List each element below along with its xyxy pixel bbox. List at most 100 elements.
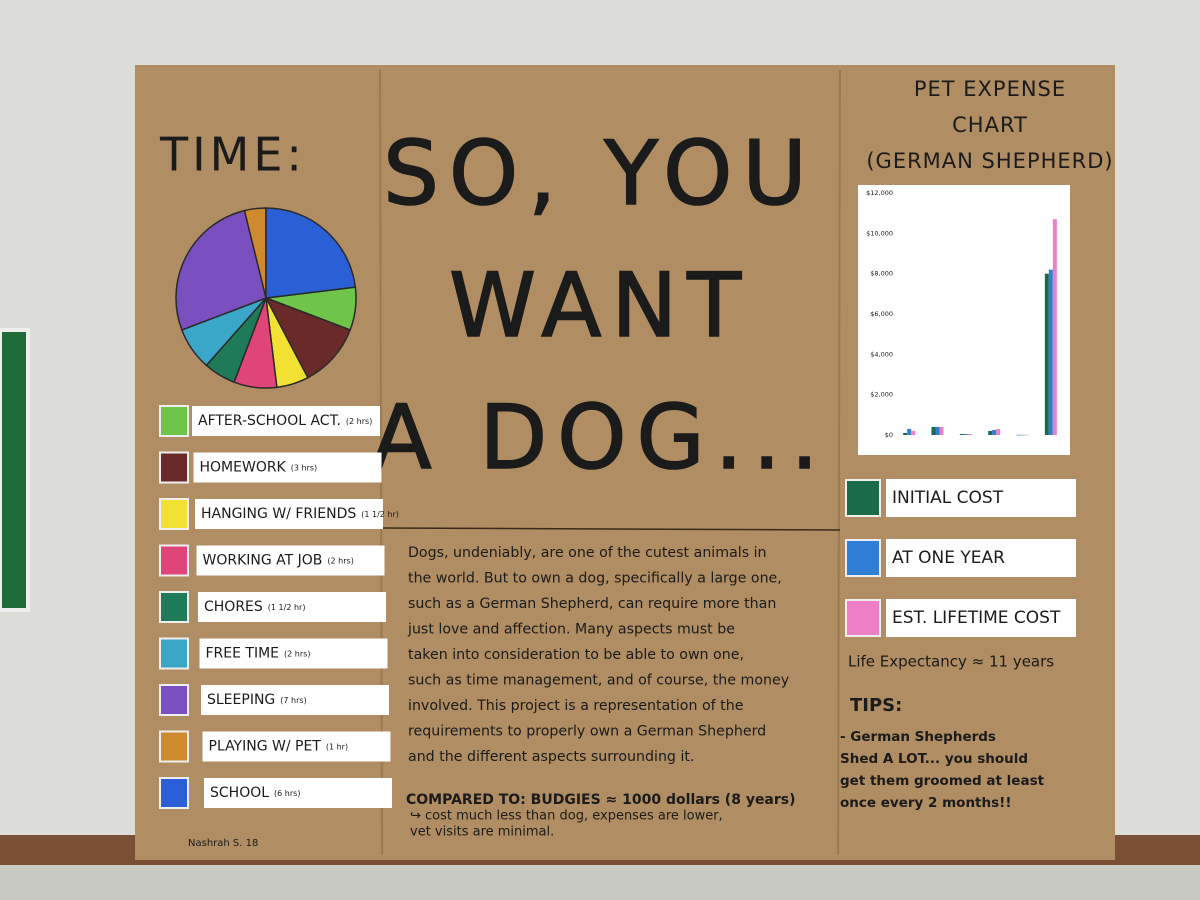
legend-label-box	[886, 479, 1076, 517]
y-tick-label: $4,000	[870, 350, 893, 358]
legend-label-box	[202, 731, 391, 762]
bar	[939, 426, 944, 435]
bar	[911, 430, 916, 435]
legend-hours: (2 hrs)	[346, 417, 372, 426]
legend-label: HANGING W/ FRIENDS (1 1/2 hr)	[201, 506, 399, 522]
legend-swatch	[159, 730, 189, 763]
paragraph-line: Dogs, undeniably, are one of the cutest …	[408, 545, 767, 561]
title-line: WANT	[449, 254, 751, 357]
tips-heading: TIPS:	[850, 695, 902, 716]
y-tick-label: $6,000	[870, 310, 893, 318]
life-expectancy: Life Expectancy ≈ 11 years	[848, 653, 1054, 671]
bar	[1048, 269, 1053, 435]
title-line: A DOG...	[371, 386, 828, 489]
paragraph-line: such as a German Shepherd, can require m…	[408, 596, 776, 612]
legend-name: AFTER-SCHOOL ACT.	[198, 413, 341, 429]
legend-label: CHORES (1 1/2 hr)	[204, 599, 305, 615]
legend-swatch	[845, 479, 881, 517]
pie-slice	[175, 209, 267, 331]
legend-name: HOMEWORK	[200, 460, 287, 476]
legend-name: PLAYING W/ PET	[209, 739, 322, 755]
legend-swatch	[159, 591, 189, 623]
legend-label-box	[199, 638, 388, 669]
legend-swatch	[159, 451, 189, 484]
legend-hours: (3 hrs)	[291, 463, 317, 472]
bar	[907, 428, 912, 435]
paragraph-line: involved. This project is a representati…	[408, 698, 743, 714]
bar	[1044, 273, 1049, 435]
legend-label-box	[198, 592, 386, 622]
legend-hours: (2 hrs)	[284, 649, 310, 658]
bar-chart-paper	[858, 185, 1070, 455]
bar	[1024, 434, 1029, 436]
bar	[1016, 434, 1021, 436]
signature: Nashrah S. 18	[188, 838, 258, 849]
y-tick-label: $12,000	[866, 189, 893, 197]
legend-hours: (2 hrs)	[327, 556, 353, 565]
legend-swatch	[159, 777, 189, 809]
legend-swatch	[159, 405, 189, 437]
legend-label-box	[204, 778, 392, 808]
paragraph-line: requirements to properly own a German Sh…	[408, 724, 766, 740]
compared-line: ↪ cost much less than dog, expenses are …	[410, 809, 723, 824]
y-tick-label: $10,000	[866, 229, 893, 237]
legend-name: SLEEPING	[207, 692, 275, 708]
chart-heading: (GERMAN SHEPHERD)	[866, 149, 1113, 173]
legend-hours: (7 hrs)	[280, 696, 306, 705]
legend-name: FREE TIME	[206, 646, 280, 662]
legend-label-box	[192, 406, 380, 436]
legend-label: PLAYING W/ PET (1 hr)	[209, 739, 349, 755]
legend-hours: (6 hrs)	[274, 789, 300, 798]
chart-heading: CHART	[952, 113, 1028, 137]
paragraph-line: taken into consideration to be able to o…	[408, 647, 744, 663]
y-tick-label: $0	[885, 431, 893, 439]
title-line: SO, YOU	[383, 122, 817, 225]
bar	[988, 430, 993, 435]
legend-label: AT ONE YEAR	[892, 548, 1005, 568]
time-heading: TIME:	[159, 128, 306, 182]
tip-line: get them groomed at least	[840, 773, 1045, 789]
paragraph-line: such as time management, and of course, …	[408, 673, 789, 689]
legend-label: SLEEPING (7 hrs)	[207, 692, 307, 708]
bar	[1020, 434, 1025, 436]
legend-swatch	[159, 637, 189, 670]
bar	[996, 428, 1001, 435]
legend-label: SCHOOL (6 hrs)	[210, 785, 300, 801]
legend-label-box	[196, 545, 385, 576]
legend-hours: (1 1/2 hr)	[268, 603, 306, 612]
legend-label-box	[886, 539, 1076, 577]
legend-label: AFTER-SCHOOL ACT. (2 hrs)	[198, 413, 372, 429]
legend-label-box	[886, 599, 1076, 637]
legend-label: INITIAL COST	[892, 488, 1004, 508]
pie-slice	[264, 296, 352, 379]
paragraph-line: the world. But to own a dog, specificall…	[408, 571, 782, 587]
paragraph-line: and the different aspects surrounding it…	[408, 749, 694, 765]
legend-name: SCHOOL	[210, 785, 269, 801]
y-tick-label: $8,000	[870, 270, 893, 278]
bar	[959, 433, 964, 435]
tip-line: Shed A LOT... you should	[840, 751, 1028, 767]
legend-label-box	[195, 499, 383, 529]
tip-line: - German Shepherds	[840, 729, 996, 745]
legend-label: EST. LIFETIME COST	[892, 608, 1061, 628]
legend-swatch	[845, 599, 881, 637]
legend-label: WORKING AT JOB (2 hrs)	[203, 553, 354, 569]
legend-name: WORKING AT JOB	[203, 553, 323, 569]
legend-label: FREE TIME (2 hrs)	[206, 646, 311, 662]
chart-heading: PET EXPENSE	[914, 77, 1066, 101]
legend-swatch	[159, 498, 189, 530]
paragraph-line: just love and affection. Many aspects mu…	[407, 622, 735, 638]
bar	[967, 433, 972, 435]
bar	[992, 429, 997, 435]
side-board	[0, 328, 30, 612]
legend-swatch	[845, 539, 881, 577]
tip-line: once every 2 months!!	[840, 795, 1011, 811]
bar	[935, 426, 940, 435]
legend-swatch	[159, 684, 189, 716]
floor	[0, 865, 1200, 900]
legend-name: CHORES	[204, 599, 263, 615]
legend-label-box	[201, 685, 389, 715]
bar	[1052, 219, 1057, 435]
pie-slice	[265, 207, 357, 299]
